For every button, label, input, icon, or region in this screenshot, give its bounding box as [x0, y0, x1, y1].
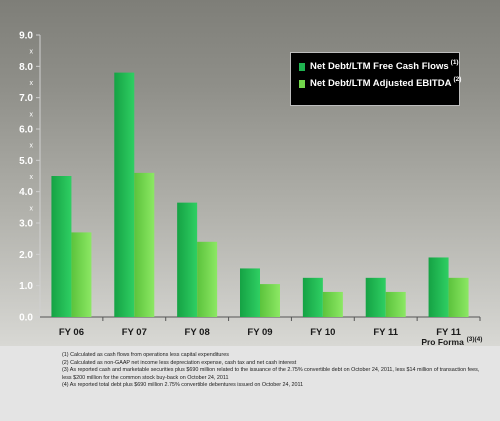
- legend-label-free-cash-flows: Net Debt/LTM Free Cash Flows (1): [310, 59, 459, 72]
- x-tick-label: FY 08: [185, 327, 210, 338]
- y-minor-tick-label: x: [30, 80, 34, 87]
- x-tick-label: FY 07: [122, 327, 147, 338]
- legend-swatch-free-cash-flows: [299, 62, 305, 71]
- legend-label-adjusted-ebitda: Net Debt/LTM Adjusted EBITDA (2): [310, 76, 462, 89]
- bar: [71, 232, 92, 317]
- y-tick-label: 2.0: [19, 250, 33, 261]
- y-tick-label: 6.0: [19, 125, 33, 136]
- y-minor-tick-label: x: [30, 205, 34, 212]
- x-tick-label: FY 09: [247, 327, 272, 338]
- footnote-3: (3) As reported cash and marketable secu…: [62, 367, 480, 374]
- legend-swatch-adjusted-ebitda: [299, 79, 305, 88]
- x-tick-label: FY 06: [59, 327, 84, 338]
- y-tick-label: 3.0: [19, 219, 33, 230]
- footnote-1: (1) Calculated as cash flows from operat…: [62, 352, 229, 358]
- bar: [51, 176, 72, 317]
- footnote-4: (4) As reported total debt plus $690 mil…: [62, 382, 304, 389]
- bar-chart: 0.0 1.0 2.0 3.0 4.0 5.0 6.0 7.0 8.0 9.0 x x x x x x FY 0…: [19, 31, 483, 347]
- bar: [114, 72, 135, 317]
- bar: [260, 284, 280, 317]
- y-tick-label: 7.0: [19, 93, 33, 104]
- legend: Net Debt/LTM Free Cash Flows (1) Net Debt…: [290, 52, 461, 106]
- bar: [134, 172, 155, 317]
- legend-superscript-adjusted-ebitda: (2): [453, 76, 462, 83]
- y-tick-label: 5.0: [19, 156, 33, 167]
- bar: [177, 202, 198, 317]
- y-tick-label: 9.0: [19, 31, 33, 42]
- legend-item-free-cash-flows: Net Debt/LTM Free Cash Flows (1): [299, 59, 459, 72]
- x-tick-sublabel: Pro Forma: [421, 337, 464, 346]
- bar: [322, 291, 343, 317]
- y-minor-tick-label: x: [30, 143, 34, 150]
- x-tick-superscript: (3)(4): [467, 336, 483, 343]
- y-minor-tick-label: x: [30, 111, 34, 118]
- bar: [448, 277, 469, 317]
- footnotes: (1) Calculated as cash flows from operat…: [62, 352, 492, 390]
- footnote-2: (2) Calculated as non-GAAP net income le…: [62, 359, 297, 366]
- bar: [302, 277, 323, 317]
- x-tick-label: FY 11: [373, 327, 398, 338]
- footnote-3-continued: less $200 million for the common stock b…: [62, 374, 229, 381]
- bar: [240, 268, 260, 317]
- y-tick-label: 1.0: [19, 281, 33, 292]
- bar: [428, 257, 449, 317]
- bar: [365, 277, 386, 317]
- y-minor-tick-label: x: [30, 174, 34, 181]
- y-tick-label: 0.0: [19, 313, 33, 324]
- y-tick-label: 8.0: [19, 62, 33, 73]
- x-tick-label: FY 10: [310, 327, 335, 338]
- bar: [197, 241, 218, 317]
- bar: [385, 291, 406, 317]
- legend-item-adjusted-ebitda: Net Debt/LTM Adjusted EBITDA (2): [299, 76, 461, 89]
- y-minor-tick-label: x: [30, 49, 34, 56]
- legend-superscript-free-cash-flows: (1): [450, 59, 459, 66]
- x-tick-label: FY 11: [436, 327, 461, 338]
- y-tick-label: 4.0: [19, 187, 33, 198]
